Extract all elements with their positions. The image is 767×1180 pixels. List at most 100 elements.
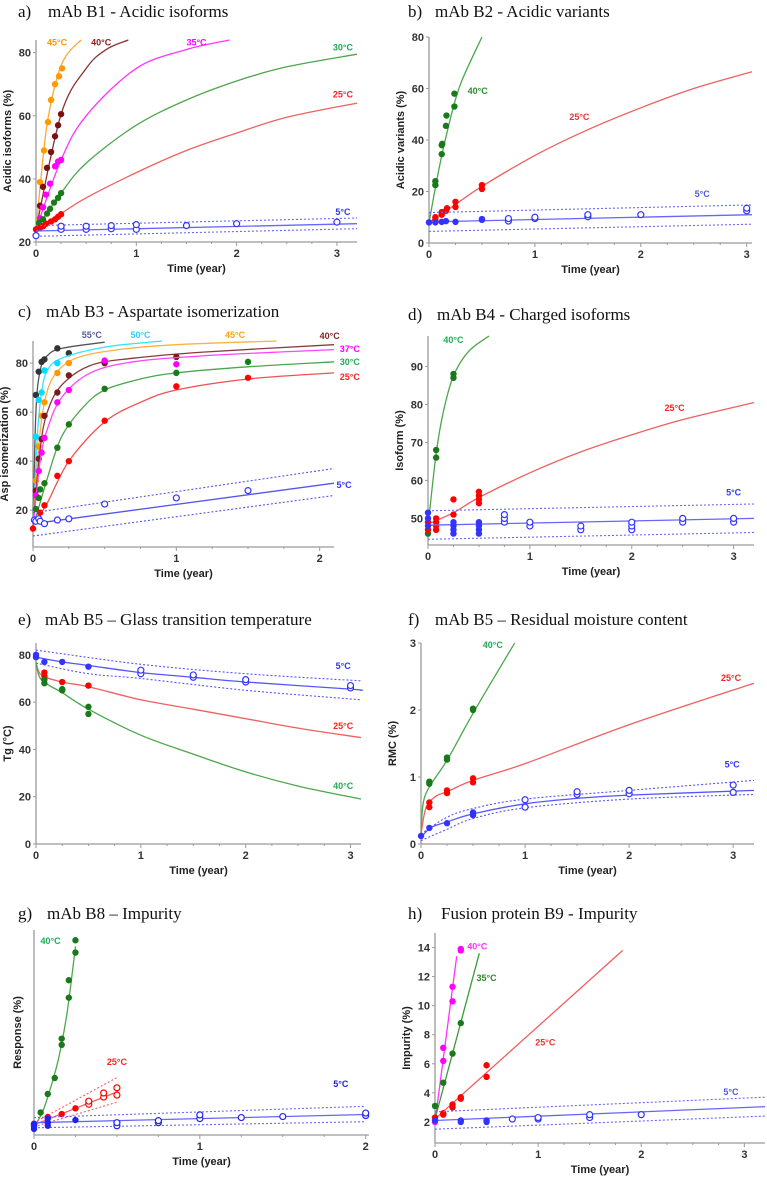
data-point-filled	[432, 219, 439, 226]
data-point-open	[526, 518, 534, 526]
data-point-open	[521, 803, 529, 811]
data-point-open	[113, 1084, 121, 1092]
y-axis-label: Asp isomerization (%)	[0, 386, 11, 501]
data-point-filled	[38, 449, 45, 456]
data-point-open	[521, 796, 529, 804]
series-25c	[420, 682, 755, 835]
panel-letter: d)	[408, 305, 422, 324]
x-tick-label: 0	[425, 551, 431, 563]
data-point-open	[729, 781, 737, 789]
y-tick-label: 40	[19, 174, 31, 186]
data-point-filled	[54, 444, 61, 451]
fit-line	[35, 39, 82, 230]
series-label: 40°C	[483, 640, 504, 650]
data-point-filled	[59, 685, 66, 693]
data-point-filled	[35, 467, 42, 475]
series-label: 40°C	[320, 331, 341, 341]
fit-line	[32, 344, 335, 528]
x-tick-label: 3	[741, 1149, 747, 1161]
series-label: 5°C	[333, 1079, 349, 1089]
series-35c	[431, 953, 480, 1120]
data-point-open	[628, 518, 636, 526]
data-point-filled	[101, 417, 108, 424]
x-tick-label: 0	[432, 1149, 438, 1161]
y-tick-label: 40	[16, 456, 28, 468]
fit-line	[35, 656, 363, 691]
data-point-filled	[451, 103, 458, 110]
series-25c	[424, 401, 755, 533]
y-tick-label: 80	[19, 650, 31, 662]
x-tick-label: 2	[626, 850, 632, 862]
series-label: 55°C	[82, 330, 103, 340]
data-point-filled	[478, 215, 486, 223]
series-label: 5°C	[336, 661, 352, 671]
data-point-filled	[443, 205, 451, 212]
y-tick-label: 20	[412, 187, 424, 199]
data-point-filled	[57, 110, 65, 118]
x-tick-label: 1	[522, 850, 528, 862]
data-point-filled	[432, 515, 440, 522]
data-point-filled	[451, 90, 458, 97]
series-label: 25°C	[333, 90, 354, 100]
data-point-filled	[39, 183, 47, 190]
x-tick-label: 0	[30, 553, 36, 565]
data-point-filled	[173, 353, 180, 361]
data-point-filled	[431, 1117, 439, 1124]
data-point-filled	[440, 1044, 447, 1052]
data-point-open	[100, 1089, 108, 1097]
data-point-filled	[41, 676, 48, 683]
data-point-open	[743, 204, 751, 212]
data-point-filled	[452, 218, 459, 226]
x-tick-label: 0	[33, 248, 39, 260]
data-point-filled	[443, 754, 451, 761]
data-point-filled	[72, 949, 79, 956]
fit-line	[32, 372, 335, 526]
fit-line	[420, 789, 755, 838]
data-point-filled	[173, 369, 180, 377]
series-40c	[424, 335, 490, 537]
confidence-band-lower	[35, 228, 358, 237]
fit-line	[35, 102, 358, 230]
data-point-filled	[55, 73, 63, 80]
data-point-filled	[30, 1120, 38, 1127]
series-5c	[431, 1096, 766, 1130]
data-point-filled	[457, 1094, 464, 1101]
data-point-filled	[449, 1101, 456, 1108]
fit-line	[32, 340, 163, 528]
data-point-filled	[450, 496, 457, 503]
data-point-filled	[478, 181, 486, 189]
confidence-band-lower	[420, 793, 755, 842]
chart-panel-a: a) mAb B1 - Acidic isoforms 0 1 2 3 20 40 60 80 Ti…	[2, 2, 358, 275]
data-point-filled	[54, 472, 61, 480]
data-point-filled	[72, 937, 79, 944]
y-tick-label: 80	[16, 358, 28, 370]
fit-line	[32, 361, 335, 528]
data-point-filled	[46, 205, 54, 213]
data-point-open	[679, 514, 687, 523]
data-point-filled	[58, 65, 66, 72]
y-tick-label: 40	[412, 135, 424, 147]
panel-letter: h)	[408, 904, 422, 923]
data-point-filled	[469, 809, 477, 816]
y-tick-label: 2	[410, 705, 416, 717]
data-point-filled	[35, 494, 42, 502]
data-point-filled	[35, 396, 42, 404]
data-point-filled	[72, 1116, 79, 1124]
data-point-filled	[244, 358, 252, 366]
data-point-open	[346, 681, 355, 690]
data-point-open	[172, 494, 180, 502]
x-tick-label: 1	[532, 249, 538, 261]
x-tick-label: 2	[317, 553, 323, 565]
data-point-filled	[43, 210, 51, 217]
x-tick-label: 0	[31, 1141, 37, 1153]
y-axis-label: Response (%)	[12, 996, 24, 1069]
data-point-filled	[54, 122, 62, 129]
data-point-filled	[32, 505, 40, 513]
data-point-filled	[450, 519, 457, 526]
confidence-band-lower	[434, 1115, 766, 1130]
data-point-filled	[36, 486, 44, 493]
data-point-filled	[41, 434, 48, 442]
y-tick-label: 80	[19, 48, 31, 60]
data-point-filled	[41, 480, 48, 487]
